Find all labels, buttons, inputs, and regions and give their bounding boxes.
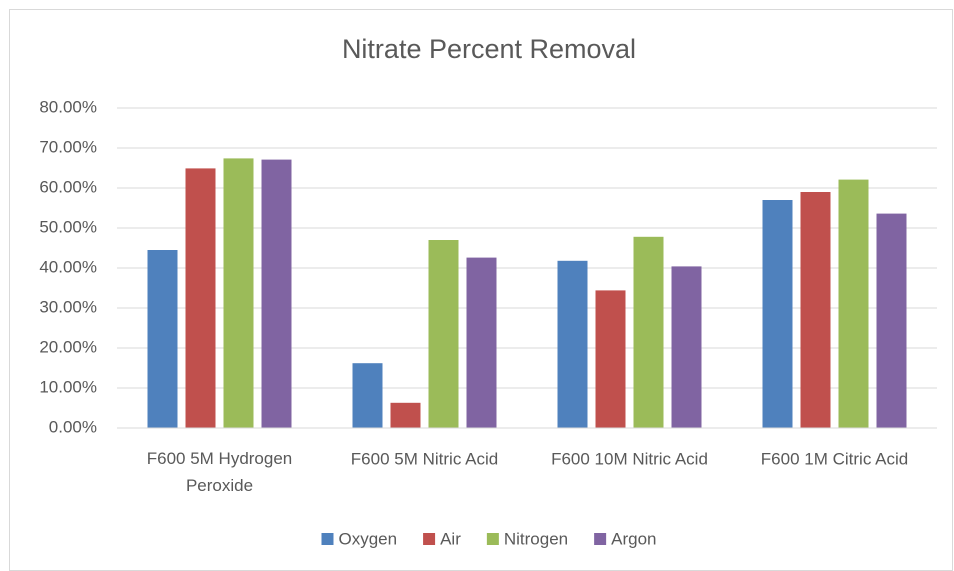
legend-label: Argon	[611, 529, 656, 548]
bar	[671, 266, 702, 428]
y-tick-label: 50.00%	[39, 217, 97, 236]
x-tick-label: F600 5M Nitric Acid	[351, 449, 498, 468]
bar	[800, 192, 831, 428]
x-tick-label: F600 5M Hydrogen Peroxide	[147, 449, 293, 495]
y-tick-label: 30.00%	[39, 297, 97, 316]
bar	[595, 290, 626, 428]
bar	[838, 179, 869, 428]
legend-label: Nitrogen	[504, 529, 568, 548]
legend-swatch	[594, 533, 607, 545]
bar	[762, 200, 793, 428]
y-tick-label: 40.00%	[39, 257, 97, 276]
y-tick-label: 80.00%	[39, 97, 97, 116]
bar	[633, 236, 664, 428]
bar	[147, 250, 178, 428]
legend-swatch	[486, 533, 499, 545]
x-tick-label: F600 1M Citric Acid	[761, 449, 908, 468]
bar	[223, 158, 254, 428]
legend-label: Oxygen	[338, 529, 397, 548]
bar	[390, 402, 421, 428]
y-tick-label: 10.00%	[39, 377, 97, 396]
legend-label: Air	[440, 529, 461, 548]
bar	[352, 363, 383, 428]
x-tick-label: F600 10M Nitric Acid	[551, 449, 708, 468]
y-tick-label: 60.00%	[39, 177, 97, 196]
bar	[185, 168, 216, 428]
legend-swatch	[321, 533, 334, 545]
bar	[466, 257, 497, 428]
bar	[261, 159, 292, 428]
chart-title: Nitrate Percent Removal	[342, 34, 636, 64]
bar	[876, 213, 907, 428]
y-tick-label: 70.00%	[39, 137, 97, 156]
y-tick-label: 20.00%	[39, 337, 97, 356]
legend-swatch	[423, 533, 436, 545]
y-tick-label: 0.00%	[49, 417, 97, 436]
bar	[428, 240, 459, 428]
legend: Oxygen Air Nitrogen Argon	[321, 529, 657, 548]
bar	[557, 260, 588, 428]
